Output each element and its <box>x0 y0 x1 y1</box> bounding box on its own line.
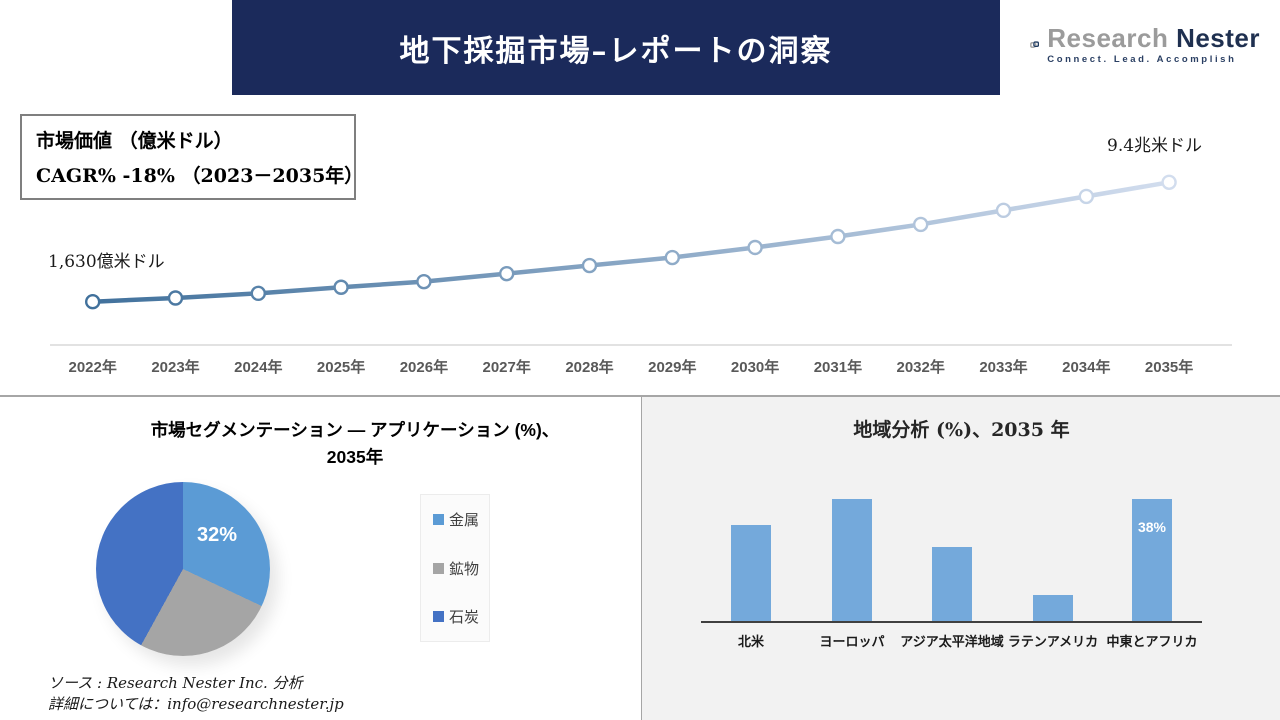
line-data-point <box>664 249 680 266</box>
x-axis-label: 2031年 <box>813 359 863 376</box>
line-data-point <box>1161 174 1177 191</box>
x-axis-label: 2027年 <box>482 359 531 376</box>
bottom-section: 市場セグメンテーション ― アプリケーション (%)、 2035年 32% 金属… <box>0 395 1280 720</box>
logo-brand-name: Research Nester <box>1047 25 1260 51</box>
bar-chart-title: 地域分析 (%)、2035 年 <box>853 419 1070 441</box>
bar-category-label: ラテンアメリカ <box>1007 634 1099 649</box>
logo-brand-secondary: Nester <box>1176 23 1260 54</box>
x-axis-label: 2030年 <box>730 359 780 376</box>
x-axis-label: 2035年 <box>1144 359 1194 376</box>
line-data-point <box>499 265 515 282</box>
page-title: 地下採掘市場–レポートの洞察 <box>399 33 833 69</box>
x-axis-label: 2023年 <box>151 359 200 376</box>
legend-item-minerals: 鉱物 <box>433 558 489 579</box>
end-value-annotation: 9.4兆米ドル <box>1107 136 1203 156</box>
contact-line: 詳細については：info@researchnester.jp <box>48 695 344 713</box>
x-axis-label: 2032年 <box>896 359 945 376</box>
line-data-point <box>995 202 1012 219</box>
line-data-point <box>830 228 846 245</box>
line-data-point <box>1078 188 1095 205</box>
cagr-label: CAGR% -18% （2023－2035年） <box>36 165 364 187</box>
x-axis-label: 2033年 <box>979 359 1028 376</box>
line-data-point <box>167 290 184 306</box>
research-nester-logo: Research Nester Connect. Lead. Accomplis… <box>1030 16 1260 74</box>
bar-1 <box>731 525 771 621</box>
legend-swatch-metal <box>433 514 444 525</box>
start-value-annotation: 1,630億米ドル <box>48 252 165 272</box>
bar-category-label: 北米 <box>737 634 764 649</box>
regional-analysis-panel: 地域分析 (%)、2035 年 北米 ヨーロッパ アジア太平洋地域 ラテンアメリカ 38… <box>641 397 1280 720</box>
legend-swatch-coal <box>433 611 444 622</box>
bar-category-label: 中東とアフリカ <box>1106 634 1198 649</box>
legend-label-coal: 石炭 <box>449 609 480 626</box>
x-axis-label: 2024年 <box>234 359 283 376</box>
chain-links-icon <box>1030 41 1040 48</box>
legend-label-minerals: 鉱物 <box>449 560 480 578</box>
bar-chart-baseline <box>701 621 1202 623</box>
source-line: ソース : Research Nester Inc. 分析 <box>48 674 303 692</box>
line-data-point <box>250 285 266 302</box>
logo-text: Research Nester Connect. Lead. Accomplis… <box>1047 25 1260 65</box>
line-data-point <box>84 293 101 310</box>
market-growth-line-chart <box>50 174 1232 346</box>
pie-legend: 金属 鉱物 石炭 <box>420 494 490 642</box>
market-value-label: 市場価値 （億米ドル） <box>36 130 233 152</box>
line-data-point <box>333 279 349 295</box>
bar-category-label: アジア太平洋地域 <box>900 634 1004 649</box>
pie-slice-data-label: 32% <box>196 524 238 546</box>
legend-label-metal: 金属 <box>449 512 480 529</box>
bar-5: 38% <box>1132 499 1172 621</box>
pie-chart-title: 市場セグメンテーション ― アプリケーション (%)、 2035年 <box>60 417 650 471</box>
x-axis-label: 2028年 <box>565 359 614 376</box>
legend-swatch-minerals <box>433 562 444 574</box>
pie-title-line2: 2035年 <box>326 447 384 468</box>
line-data-point <box>581 257 598 274</box>
line-data-point <box>913 216 929 233</box>
application-segmentation-pie-chart: 32% <box>96 482 270 656</box>
x-axis-label: 2034年 <box>1062 359 1111 376</box>
x-axis-label: 2022年 <box>68 359 117 376</box>
x-axis-label: 2025年 <box>316 359 366 376</box>
x-axis-label: 2029年 <box>648 359 697 376</box>
bar-4 <box>1033 595 1073 621</box>
x-axis-label: 2026年 <box>399 359 449 376</box>
legend-item-metal: 金属 <box>433 509 489 530</box>
bar-2 <box>832 499 872 621</box>
logo-brand-primary: Research <box>1047 23 1169 54</box>
bar-category-label: ヨーロッパ <box>819 634 885 649</box>
bar-3 <box>932 547 972 621</box>
legend-item-coal: 石炭 <box>433 606 489 627</box>
bar-data-label: 38% <box>1137 519 1167 536</box>
header-banner: 地下採掘市場–レポートの洞察 <box>232 0 1000 95</box>
logo-tagline: Connect. Lead. Accomplish <box>1047 54 1237 66</box>
pie-title-line1: 市場セグメンテーション ― アプリケーション (%)、 <box>150 420 560 440</box>
line-data-point <box>747 239 763 256</box>
market-value-box: 市場価値 （億米ドル） CAGR% -18% （2023－2035年） <box>20 114 364 200</box>
line-data-point <box>416 273 432 290</box>
source-note: ソース : Research Nester Inc. 分析 詳細については：in… <box>48 673 344 715</box>
